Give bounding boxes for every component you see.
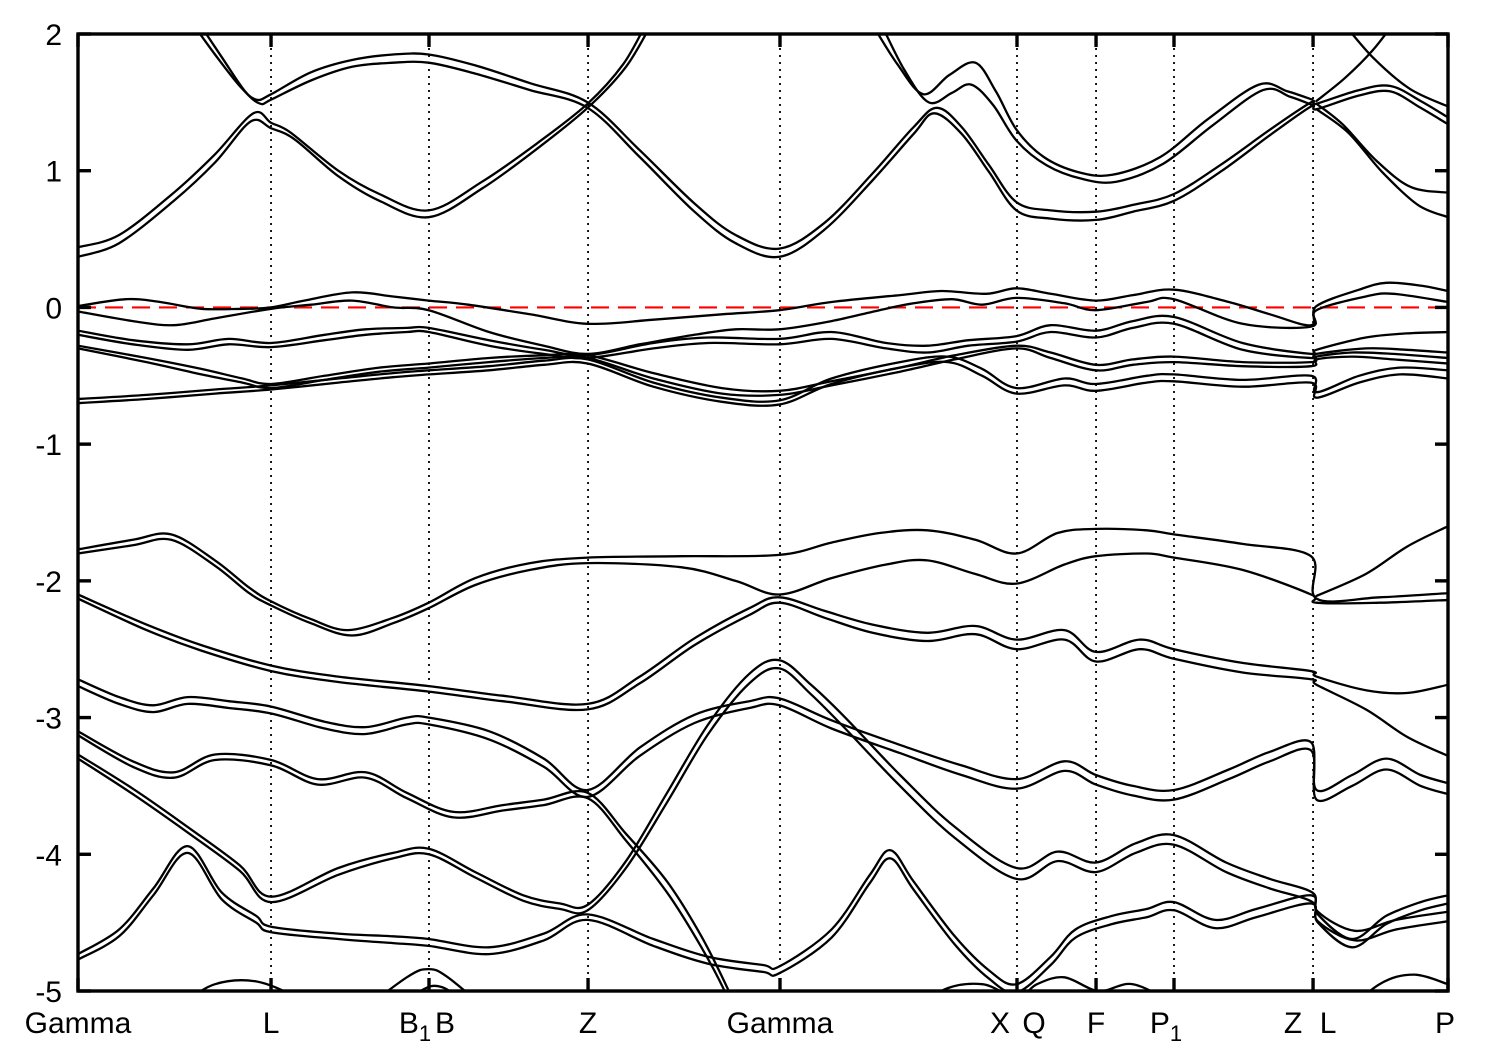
band-deep-1 [79, 658, 1447, 933]
k-point-label-z: Z [579, 1007, 597, 1040]
k-point-label-gamma: Gamma [727, 1007, 834, 1040]
band-fermi-4 [79, 321, 1447, 360]
y-tick-label: 2 [45, 19, 62, 52]
band-val-1 [79, 527, 1447, 632]
band-curves [79, 35, 1447, 990]
band-fermi-3 [79, 314, 1447, 357]
k-point-label-x: X [990, 1007, 1010, 1040]
band-cond-8 [1315, 102, 1447, 194]
k-point-label-b: B [435, 1007, 455, 1040]
band-deep-3 [79, 844, 1447, 986]
band-val-4 [79, 593, 1447, 706]
band-fermi-1 [79, 281, 1447, 327]
y-tick-label: -4 [35, 839, 62, 872]
k-point-label-p: P [1435, 1007, 1455, 1040]
k-point-label-z: Z [1284, 1007, 1302, 1040]
band-arc-1 [200, 979, 285, 990]
band-cond-7 [1315, 35, 1387, 103]
y-tick-label: -3 [35, 703, 62, 736]
k-point-label-p1: P1 [1150, 1007, 1182, 1046]
band-deep-2 [79, 666, 1447, 942]
band-cond-4 [205, 35, 1447, 259]
band-cond-3 [199, 35, 1447, 251]
band-val-3 [1315, 525, 1447, 598]
band-fermi-7 [79, 355, 1447, 403]
band-cond-9 [1315, 108, 1447, 219]
band-cond-5 [877, 35, 1314, 177]
band-val-8 [79, 730, 730, 990]
y-tick-label: -5 [35, 976, 62, 1009]
band-val-6 [79, 678, 1447, 793]
band-cond-2 [79, 35, 647, 258]
band-val-7 [79, 685, 1447, 803]
band-val-2 [79, 537, 1447, 637]
y-tick-label: 1 [45, 156, 62, 189]
tick-marks [76, 32, 1450, 993]
y-tick-label: -1 [35, 429, 62, 462]
band-deep-4 [79, 851, 1447, 990]
k-point-label-l: L [1320, 1007, 1337, 1040]
y-tick-label: -2 [35, 566, 62, 599]
band-fermi-8 [79, 360, 1447, 407]
band-arc-2 [387, 967, 466, 990]
plot-frame [76, 32, 1450, 993]
k-point-label-b1: B1 [399, 1007, 431, 1046]
k-point-label-l: L [263, 1007, 280, 1040]
band-fermi-2 [79, 292, 1447, 356]
k-point-label-f: F [1087, 1007, 1105, 1040]
band-arc-4 [940, 975, 1152, 990]
band-fermi-5 [79, 344, 1447, 393]
band-val-9 [79, 734, 726, 990]
band-cond-6 [885, 35, 1314, 184]
k-point-label-gamma: Gamma [25, 1007, 132, 1040]
band-arc-3 [419, 984, 451, 990]
y-tick-label: 0 [45, 292, 62, 325]
k-point-label-q: Q [1022, 1007, 1045, 1040]
band-val-5 [79, 597, 1447, 757]
band-cond-1 [79, 35, 642, 249]
band-cond-10 [1351, 35, 1447, 108]
band-arc-5 [1369, 973, 1447, 990]
